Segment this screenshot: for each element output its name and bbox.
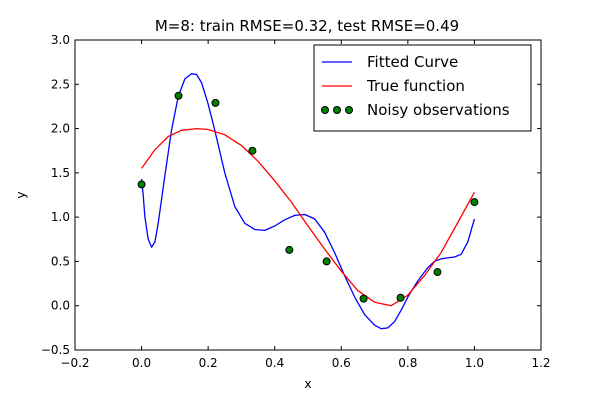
x-tick-label: 0.4 bbox=[265, 356, 284, 370]
x-tick-label: 0.8 bbox=[398, 356, 417, 370]
chart-title: M=8: train RMSE=0.32, test RMSE=0.49 bbox=[155, 17, 459, 35]
observation-point bbox=[433, 268, 442, 277]
observation-point bbox=[248, 146, 257, 155]
legend: Fitted Curve True function Noisy observati… bbox=[313, 44, 532, 132]
y-tick-label: 1.0 bbox=[51, 210, 70, 224]
true-function-line bbox=[141, 127, 475, 307]
y-axis-label: y bbox=[13, 191, 28, 199]
observation-point bbox=[470, 198, 479, 207]
y-tick-label: 1.5 bbox=[51, 166, 70, 180]
y-tick-label: −0.5 bbox=[41, 343, 70, 357]
observation-point bbox=[174, 91, 183, 100]
x-tick-label: 1.2 bbox=[531, 356, 550, 370]
observation-point bbox=[396, 293, 405, 302]
x-tick-label: 0.2 bbox=[199, 356, 218, 370]
legend-swatch-noisy-observations bbox=[321, 106, 329, 114]
legend-label-true-function: True function bbox=[366, 77, 465, 95]
x-tick-label: 0.6 bbox=[332, 356, 351, 370]
y-tick-label: 0.0 bbox=[51, 299, 70, 313]
x-axis-label: x bbox=[304, 376, 311, 391]
legend-box bbox=[313, 44, 532, 132]
observation-point bbox=[211, 98, 220, 107]
y-tick-label: 2.0 bbox=[51, 122, 70, 136]
legend-swatch-noisy-observations bbox=[333, 106, 341, 114]
observation-point bbox=[359, 294, 368, 303]
legend-swatch-noisy-observations bbox=[345, 106, 353, 114]
y-tick-label: 3.0 bbox=[51, 33, 70, 47]
fitted-curve-line bbox=[140, 73, 476, 330]
x-tick-label: −0.2 bbox=[60, 356, 89, 370]
legend-label-noisy-observations: Noisy observations bbox=[367, 101, 510, 119]
plot-area-frame bbox=[74, 39, 542, 351]
observation-point bbox=[285, 245, 294, 254]
x-tick-label: 0.0 bbox=[132, 356, 151, 370]
observation-point bbox=[137, 180, 146, 189]
y-tick-label: 2.5 bbox=[51, 77, 70, 91]
observation-point bbox=[322, 257, 331, 266]
legend-label-fitted-curve: Fitted Curve bbox=[367, 53, 458, 71]
x-tick-label: 1.0 bbox=[465, 356, 484, 370]
y-tick-label: 0.5 bbox=[51, 254, 70, 268]
